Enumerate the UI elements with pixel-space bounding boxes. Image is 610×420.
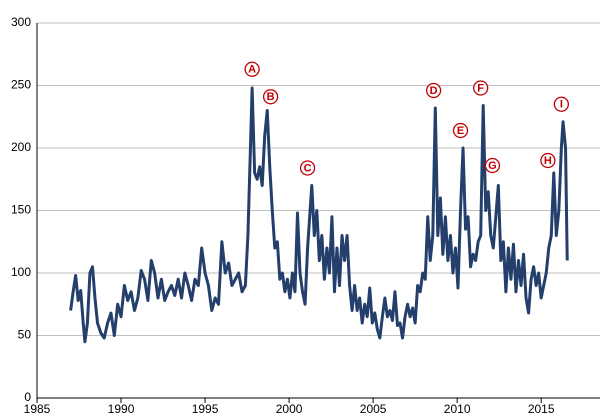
data-line	[69, 86, 569, 344]
y-tick-label: 250	[11, 78, 31, 92]
annotation-circle	[262, 89, 279, 105]
annotation-circle	[452, 122, 469, 139]
annotation-label: F	[477, 82, 484, 94]
x-tick-label: 1995	[192, 402, 219, 416]
annotation-label: D	[430, 85, 438, 97]
y-tick-label: 300	[11, 15, 31, 29]
annotation-circle	[425, 82, 442, 99]
annotation-circle	[540, 152, 556, 169]
x-tick-label: 1985	[24, 402, 51, 416]
x-tick-label: 2010	[444, 402, 471, 416]
y-tick-label: 50	[18, 328, 32, 342]
annotation-circle	[299, 160, 316, 176]
annotation-label: B	[267, 91, 275, 103]
annotation-label: I	[560, 99, 563, 111]
annotation-label: G	[488, 160, 497, 172]
x-tick-label: 2005	[360, 402, 387, 416]
y-tick-label: 200	[11, 140, 31, 154]
y-tick-label: 150	[11, 203, 31, 217]
annotation-circle	[244, 61, 260, 77]
x-tick-label: 2015	[528, 402, 555, 416]
annotation-circle	[473, 80, 489, 96]
x-tick-label: 1990	[108, 402, 135, 416]
y-tick-label: 0	[24, 390, 31, 404]
annotation-label: C	[304, 162, 312, 174]
annotation-circle	[553, 96, 569, 112]
annotation-label: H	[544, 155, 552, 167]
y-tick-label: 100	[11, 265, 31, 279]
x-tick-label: 2000	[276, 402, 303, 416]
annotation-circle	[484, 157, 501, 174]
annotation-label: A	[248, 64, 256, 76]
annotation-label: E	[457, 125, 464, 137]
